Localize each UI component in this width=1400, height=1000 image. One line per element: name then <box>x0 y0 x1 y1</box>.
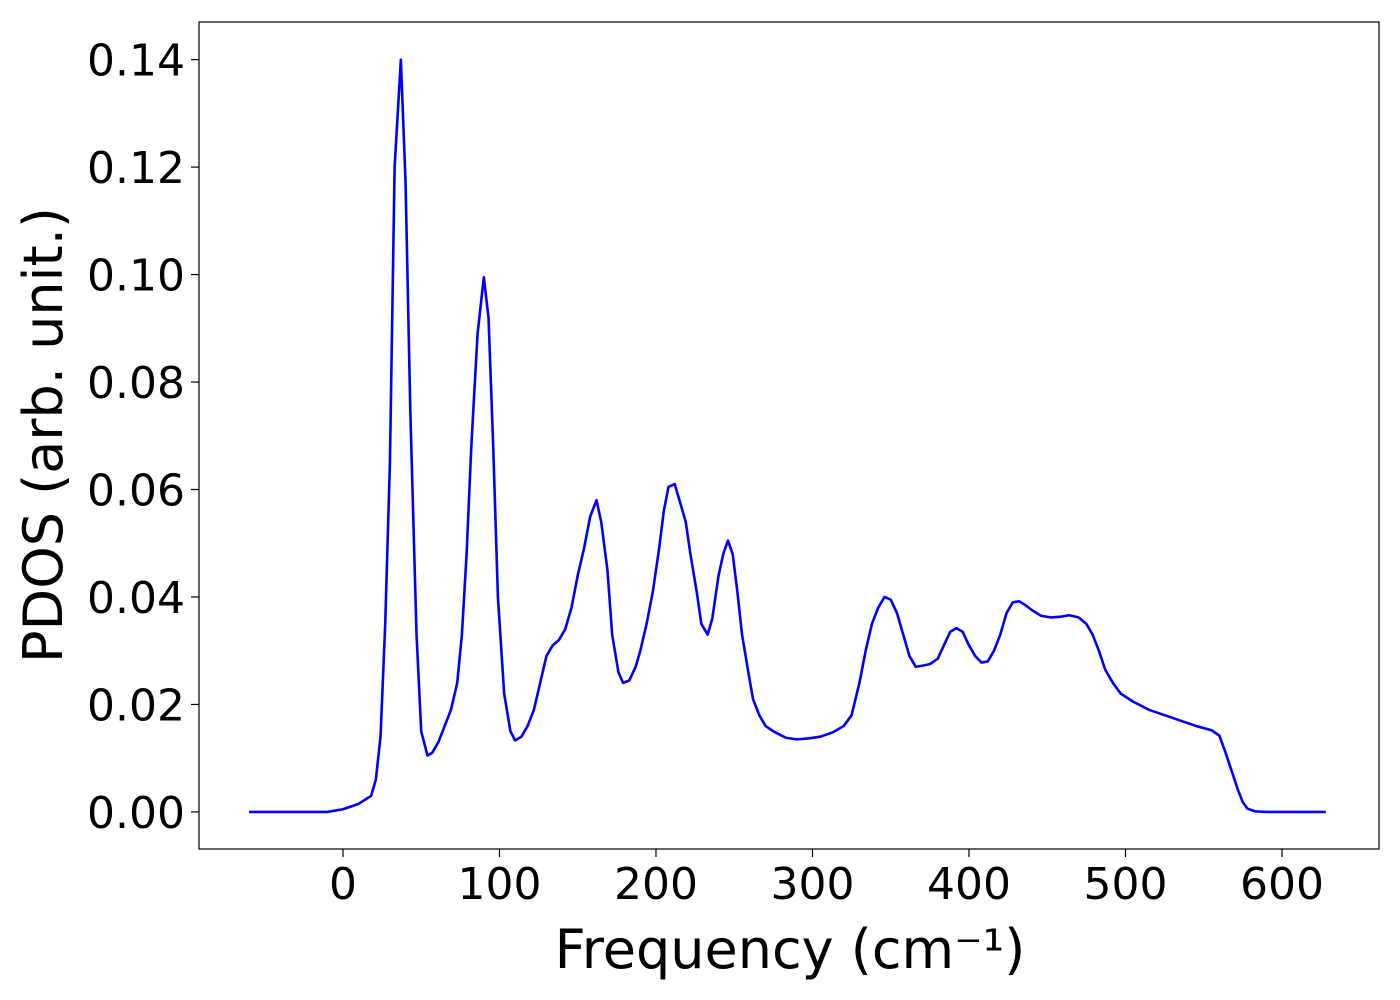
y-tick-label: 0.08 <box>87 358 185 409</box>
x-axis-label: Frequency (cm⁻¹) <box>555 918 1026 981</box>
y-tick-label: 0.10 <box>87 251 185 302</box>
x-tick-label: 0 <box>329 859 357 910</box>
x-tick-label: 600 <box>1240 859 1324 910</box>
x-tick-label: 400 <box>927 859 1011 910</box>
y-tick-label: 0.04 <box>87 573 185 624</box>
y-axis-label: PDOS (arb. unit.) <box>12 207 75 663</box>
y-tick-label: 0.06 <box>87 466 185 517</box>
y-tick-label: 0.12 <box>87 143 185 194</box>
plot-frame <box>198 21 1380 850</box>
x-tick-label: 500 <box>1083 859 1167 910</box>
x-tick-label: 200 <box>614 859 698 910</box>
y-tick-label: 0.14 <box>87 36 185 87</box>
y-tick-label: 0.00 <box>87 788 185 839</box>
line <box>249 58 1326 814</box>
y-tick-label: 0.02 <box>87 680 185 731</box>
x-tick-label: 100 <box>457 859 541 910</box>
x-tick-label: 300 <box>770 859 854 910</box>
